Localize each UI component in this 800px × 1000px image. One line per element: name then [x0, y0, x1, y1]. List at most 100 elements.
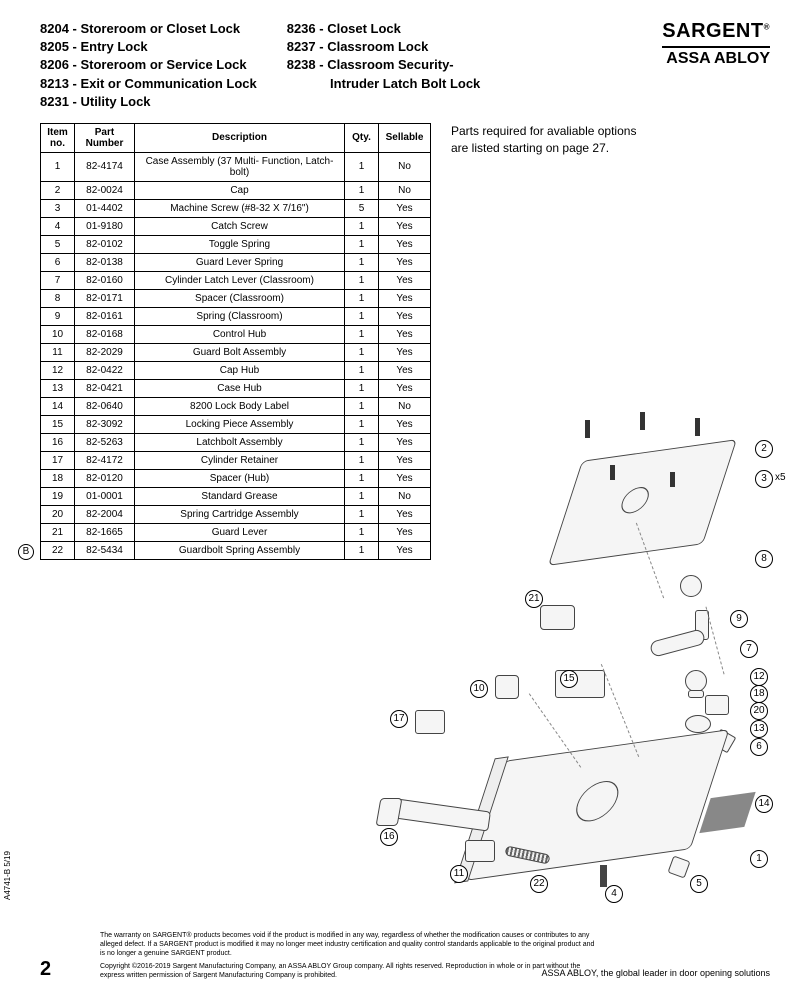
part-spacer-hub [688, 690, 704, 698]
table-cell: 1 [345, 343, 379, 361]
diagram-callout: 9 [730, 610, 748, 628]
diagram-callout: 10 [470, 680, 488, 698]
table-cell: Yes [379, 343, 431, 361]
lock-type-line: 8204 - Storeroom or Closet Lock [40, 20, 257, 38]
lock-type-list: 8204 - Storeroom or Closet Lock8205 - En… [40, 20, 480, 111]
table-cell: 14 [41, 397, 75, 415]
table-header-row: Item no. Part Number Description Qty. Se… [41, 123, 431, 152]
table-cell: 22 [41, 541, 75, 559]
part-spring-cartridge [705, 695, 729, 715]
table-cell: 1 [345, 379, 379, 397]
part-screw [585, 420, 590, 438]
table-cell: 82-0160 [75, 271, 135, 289]
table-cell: Yes [379, 235, 431, 253]
table-cell: Cylinder Latch Lever (Classroom) [135, 271, 345, 289]
lock-type-line: Intruder Latch Bolt Lock [287, 75, 481, 93]
page-number: 2 [40, 956, 51, 982]
brand-block: SARGENT® ASSA ABLOY [662, 20, 770, 111]
table-cell: 4 [41, 217, 75, 235]
table-cell: 1 [345, 361, 379, 379]
table-cell: 1 [345, 181, 379, 199]
table-cell: 12 [41, 361, 75, 379]
diagram-callout: 1 [750, 850, 768, 868]
table-cell: Toggle Spring [135, 235, 345, 253]
table-cell: Guard Bolt Assembly [135, 343, 345, 361]
copyright-text: Copyright ©2016-2019 Sargent Manufacturi… [100, 962, 600, 980]
brand-logo-assa-abloy: ASSA ABLOY [662, 46, 770, 68]
table-cell: 82-0640 [75, 397, 135, 415]
table-cell: 1 [345, 217, 379, 235]
part-latchbolt [394, 798, 491, 831]
diagram-callout: 5 [690, 875, 708, 893]
table-cell: 1 [345, 325, 379, 343]
table-cell: Catch Screw [135, 217, 345, 235]
assembly-line [705, 607, 724, 675]
lock-types-col-1: 8204 - Storeroom or Closet Lock8205 - En… [40, 20, 257, 111]
table-row: 882-0171Spacer (Classroom)1Yes [41, 289, 431, 307]
diagram-callout: 17 [390, 710, 408, 728]
table-cell: 82-3092 [75, 415, 135, 433]
table-cell: Spacer (Classroom) [135, 289, 345, 307]
warranty-text: The warranty on SARGENT® products become… [100, 931, 600, 958]
table-cell: 3 [41, 199, 75, 217]
diagram-callout: 13 [750, 720, 768, 738]
table-cell: 7 [41, 271, 75, 289]
table-cell: Yes [379, 307, 431, 325]
table-cell: 20 [41, 505, 75, 523]
diagram-callout: 21 [525, 590, 543, 608]
lock-type-line: 8236 - Closet Lock [287, 20, 481, 38]
table-cell: 82-0421 [75, 379, 135, 397]
table-row: 1082-0168Control Hub1Yes [41, 325, 431, 343]
table-cell: 1 [345, 235, 379, 253]
row-marker-b: B [18, 544, 34, 560]
table-cell: 1 [345, 289, 379, 307]
table-cell: 82-2029 [75, 343, 135, 361]
table-cell: Control Hub [135, 325, 345, 343]
table-cell: 16 [41, 433, 75, 451]
brand-logo-sargent: SARGENT® [662, 20, 770, 43]
table-cell: 1 [345, 253, 379, 271]
table-cell: 1 [41, 152, 75, 181]
table-cell: 82-0422 [75, 361, 135, 379]
diagram-callout: 20 [750, 702, 768, 720]
table-cell: Yes [379, 289, 431, 307]
table-cell: 10 [41, 325, 75, 343]
part-cyl-latch-lever [649, 628, 706, 658]
table-row: 782-0160Cylinder Latch Lever (Classroom)… [41, 271, 431, 289]
part-cyl-retainer [415, 710, 445, 734]
diagram-callout: 4 [605, 885, 623, 903]
table-cell: 13 [41, 379, 75, 397]
table-cell: 8 [41, 289, 75, 307]
table-cell: Yes [379, 253, 431, 271]
lock-type-line: 8231 - Utility Lock [40, 93, 257, 111]
table-cell: Case Assembly (37 Multi- Function, Latch… [135, 152, 345, 181]
table-cell: Cap [135, 181, 345, 199]
part-screw [695, 418, 700, 436]
table-cell: 17 [41, 451, 75, 469]
diagram-callout-suffix: x5 [775, 472, 786, 483]
table-cell: Yes [379, 325, 431, 343]
table-row: 1182-2029Guard Bolt Assembly1Yes [41, 343, 431, 361]
diagram-callout: 15 [560, 670, 578, 688]
table-cell: 01-4402 [75, 199, 135, 217]
table-cell: Yes [379, 271, 431, 289]
table-cell: 1 [345, 152, 379, 181]
table-cell: 82-0102 [75, 235, 135, 253]
part-screw [610, 465, 615, 480]
table-cell: 82-0024 [75, 181, 135, 199]
table-cell: 82-0171 [75, 289, 135, 307]
part-label [699, 792, 755, 833]
diagram-callout: 12 [750, 668, 768, 686]
table-row: 282-0024Cap1No [41, 181, 431, 199]
assembly-line [601, 664, 639, 757]
table-cell: Guard Lever Spring [135, 253, 345, 271]
diagram-callout: 2 [755, 440, 773, 458]
table-cell: 1 [345, 271, 379, 289]
table-cell: Yes [379, 361, 431, 379]
diagram-callout: 8 [755, 550, 773, 568]
lock-type-line: 8213 - Exit or Communication Lock [40, 75, 257, 93]
table-cell: 82-0138 [75, 253, 135, 271]
col-header-part-number: Part Number [75, 123, 135, 152]
table-row: 582-0102Toggle Spring1Yes [41, 235, 431, 253]
diagram-callout: 16 [380, 828, 398, 846]
